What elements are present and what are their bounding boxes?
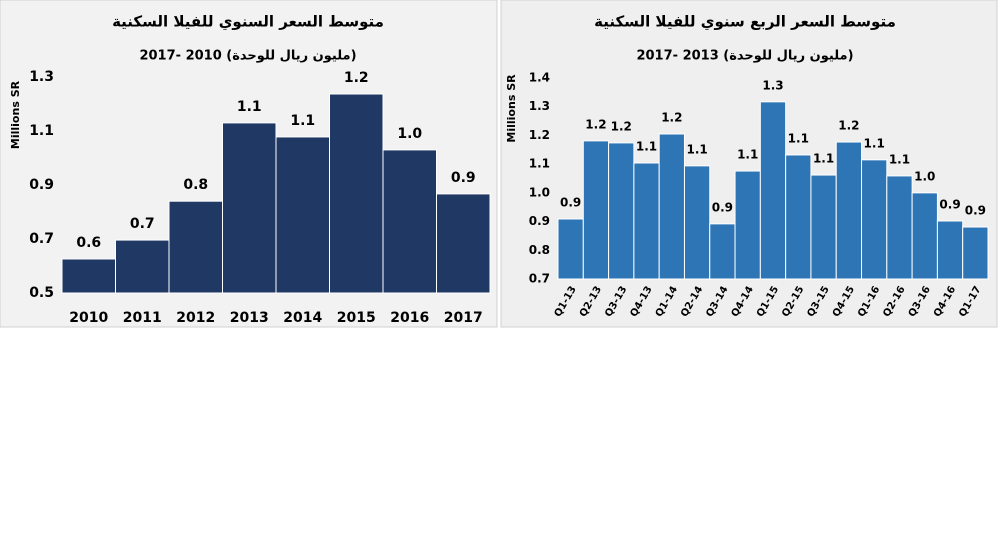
value-label: 1.1 xyxy=(813,152,834,166)
value-label: 1.1 xyxy=(788,131,809,145)
bar xyxy=(785,154,812,280)
y-tick-label: 1.3 xyxy=(29,69,54,85)
bar xyxy=(886,175,913,280)
bar xyxy=(911,192,938,280)
bar xyxy=(962,226,989,280)
value-label: 1.1 xyxy=(889,152,910,166)
bar xyxy=(436,193,491,294)
value-label: 1.2 xyxy=(344,70,369,86)
bar xyxy=(382,149,437,294)
value-label: 1.3 xyxy=(762,78,783,92)
value-label: 1.2 xyxy=(661,110,682,124)
value-label: 1.1 xyxy=(237,99,262,115)
bar xyxy=(168,200,223,294)
y-axis-label: Millions SR xyxy=(9,80,22,149)
x-tick-label: 2015 xyxy=(337,310,376,326)
y-tick-label: 1.1 xyxy=(29,123,54,139)
chart-subtitle: (مليون ريال للوحدة) 2010 -2017 xyxy=(139,49,356,64)
y-tick-label: 0.7 xyxy=(29,231,54,247)
bar xyxy=(734,170,761,280)
chart-subtitle: (مليون ريال للوحدة) 2013 -2017 xyxy=(636,49,853,64)
value-label: 1.1 xyxy=(636,139,657,153)
value-label: 1.2 xyxy=(838,119,859,133)
bar xyxy=(936,220,964,280)
y-tick-label: 0.5 xyxy=(29,285,54,301)
value-label: 1.1 xyxy=(290,113,315,129)
value-label: 1.0 xyxy=(914,169,935,183)
bar xyxy=(861,159,888,280)
x-tick-label: 2013 xyxy=(230,310,269,326)
y-tick-label: 0.9 xyxy=(29,177,54,193)
bar xyxy=(61,258,116,294)
x-tick-label: 2012 xyxy=(176,310,215,326)
value-label: 1.2 xyxy=(611,119,632,133)
y-tick-label: 0.7 xyxy=(529,272,550,286)
chart-title: متوسط السعر الربع سنوي للفيلا السكنية xyxy=(594,13,896,32)
value-label: 0.8 xyxy=(183,177,208,193)
bar xyxy=(658,133,685,280)
bar xyxy=(633,162,660,280)
bar xyxy=(759,101,787,280)
value-label: 0.9 xyxy=(965,204,986,218)
x-tick-label: 2010 xyxy=(69,310,108,326)
bar xyxy=(582,140,610,280)
bar xyxy=(557,218,584,280)
y-tick-label: 1.0 xyxy=(529,185,550,199)
value-label: 1.1 xyxy=(737,148,758,162)
y-axis-label: Millions SR xyxy=(505,74,518,143)
bar xyxy=(810,174,837,280)
value-label: 0.9 xyxy=(560,195,581,209)
y-tick-label: 1.1 xyxy=(529,157,550,171)
chart-title: متوسط السعر السنوي للفيلا السكنية xyxy=(112,13,384,32)
bar xyxy=(222,122,277,294)
value-label: 1.0 xyxy=(397,126,422,142)
x-tick-label: 2011 xyxy=(123,310,162,326)
y-tick-label: 1.4 xyxy=(529,71,550,85)
value-label: 0.9 xyxy=(451,170,476,186)
bar xyxy=(608,142,635,280)
value-label: 0.9 xyxy=(712,200,733,214)
value-label: 1.1 xyxy=(864,136,885,150)
y-tick-label: 0.8 xyxy=(529,243,550,257)
bar xyxy=(275,136,330,294)
value-label: 0.6 xyxy=(76,235,101,251)
value-label: 0.7 xyxy=(130,216,155,232)
bar xyxy=(683,165,711,280)
x-tick-label: 2014 xyxy=(283,310,322,326)
x-tick-label: 2016 xyxy=(390,310,429,326)
y-tick-label: 0.9 xyxy=(529,214,550,228)
value-label: 0.9 xyxy=(939,197,960,211)
value-label: 1.2 xyxy=(585,117,606,131)
y-tick-label: 1.2 xyxy=(529,128,550,142)
x-tick-label: 2017 xyxy=(444,310,483,326)
bar xyxy=(329,93,384,294)
bar xyxy=(709,223,736,280)
bar xyxy=(115,239,170,294)
bar xyxy=(835,141,863,280)
y-tick-label: 1.3 xyxy=(529,99,550,113)
value-label: 1.1 xyxy=(686,142,707,156)
